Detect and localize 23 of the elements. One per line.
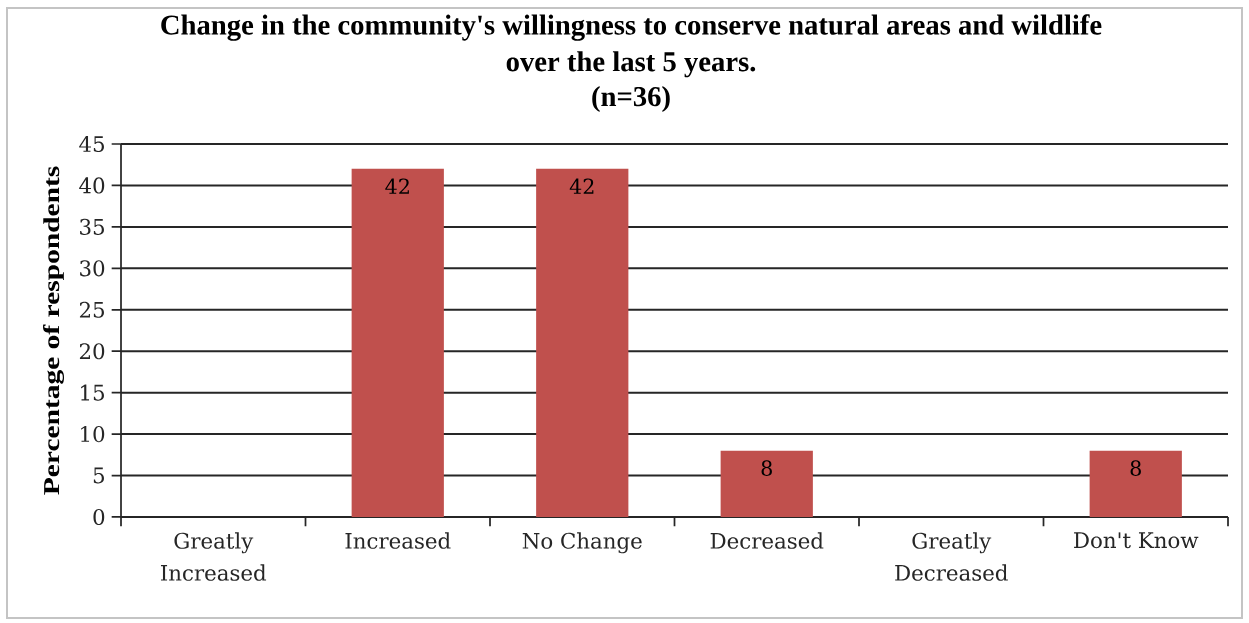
x-tick-label: No Change: [522, 532, 642, 554]
y-tick-label: 25: [79, 301, 104, 318]
y-tick-label: 35: [80, 218, 104, 235]
data-label: 8: [1130, 460, 1141, 476]
x-tick-label: Decreased: [710, 532, 824, 549]
y-tick-label: 15: [81, 384, 104, 401]
y-tick-label: 40: [79, 177, 105, 194]
y-tick-label: 10: [81, 426, 105, 443]
data-label: 42: [385, 178, 409, 194]
x-tick-label: Greatly Increased: [160, 532, 267, 581]
y-axis-title: Percentage of respondents: [43, 166, 64, 495]
data-label: 8: [761, 460, 772, 476]
y-tick-label: 30: [80, 260, 105, 277]
chart-subtitle: (n=36): [592, 86, 670, 113]
x-tick-label: Increased: [345, 532, 451, 549]
y-tick-label: 0: [93, 508, 105, 526]
y-tick-label: 20: [79, 343, 105, 360]
y-tick-label: 45: [79, 135, 104, 153]
y-tick-label: 5: [93, 467, 104, 484]
chart-title: Change in the community's willingness to conserve natural areas and wildlife over the last 5 years.: [161, 14, 1102, 78]
data-label: 42: [569, 178, 594, 194]
x-tick-label: Don't Know: [1074, 532, 1199, 549]
x-tick-label: Greatly Decreased: [895, 532, 1008, 581]
